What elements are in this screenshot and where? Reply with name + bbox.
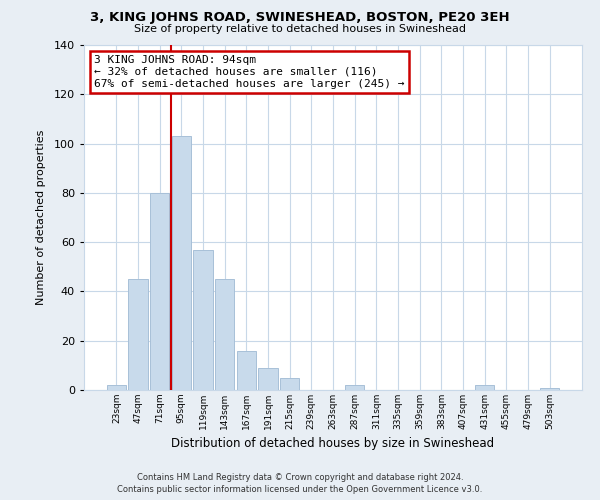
Bar bbox=[172, 136, 191, 390]
X-axis label: Distribution of detached houses by size in Swineshead: Distribution of detached houses by size … bbox=[172, 438, 494, 450]
Bar bbox=[475, 385, 494, 390]
Bar bbox=[107, 385, 126, 390]
Bar bbox=[345, 385, 364, 390]
Text: Size of property relative to detached houses in Swineshead: Size of property relative to detached ho… bbox=[134, 24, 466, 34]
Bar bbox=[215, 279, 235, 390]
Bar bbox=[236, 350, 256, 390]
Bar bbox=[258, 368, 278, 390]
Bar bbox=[540, 388, 559, 390]
Bar bbox=[193, 250, 213, 390]
Text: Contains HM Land Registry data © Crown copyright and database right 2024.
Contai: Contains HM Land Registry data © Crown c… bbox=[118, 472, 482, 494]
Bar bbox=[128, 279, 148, 390]
Bar bbox=[280, 378, 299, 390]
Text: 3 KING JOHNS ROAD: 94sqm
← 32% of detached houses are smaller (116)
67% of semi-: 3 KING JOHNS ROAD: 94sqm ← 32% of detach… bbox=[94, 56, 404, 88]
Y-axis label: Number of detached properties: Number of detached properties bbox=[35, 130, 46, 305]
Bar bbox=[150, 193, 169, 390]
Text: 3, KING JOHNS ROAD, SWINESHEAD, BOSTON, PE20 3EH: 3, KING JOHNS ROAD, SWINESHEAD, BOSTON, … bbox=[90, 12, 510, 24]
